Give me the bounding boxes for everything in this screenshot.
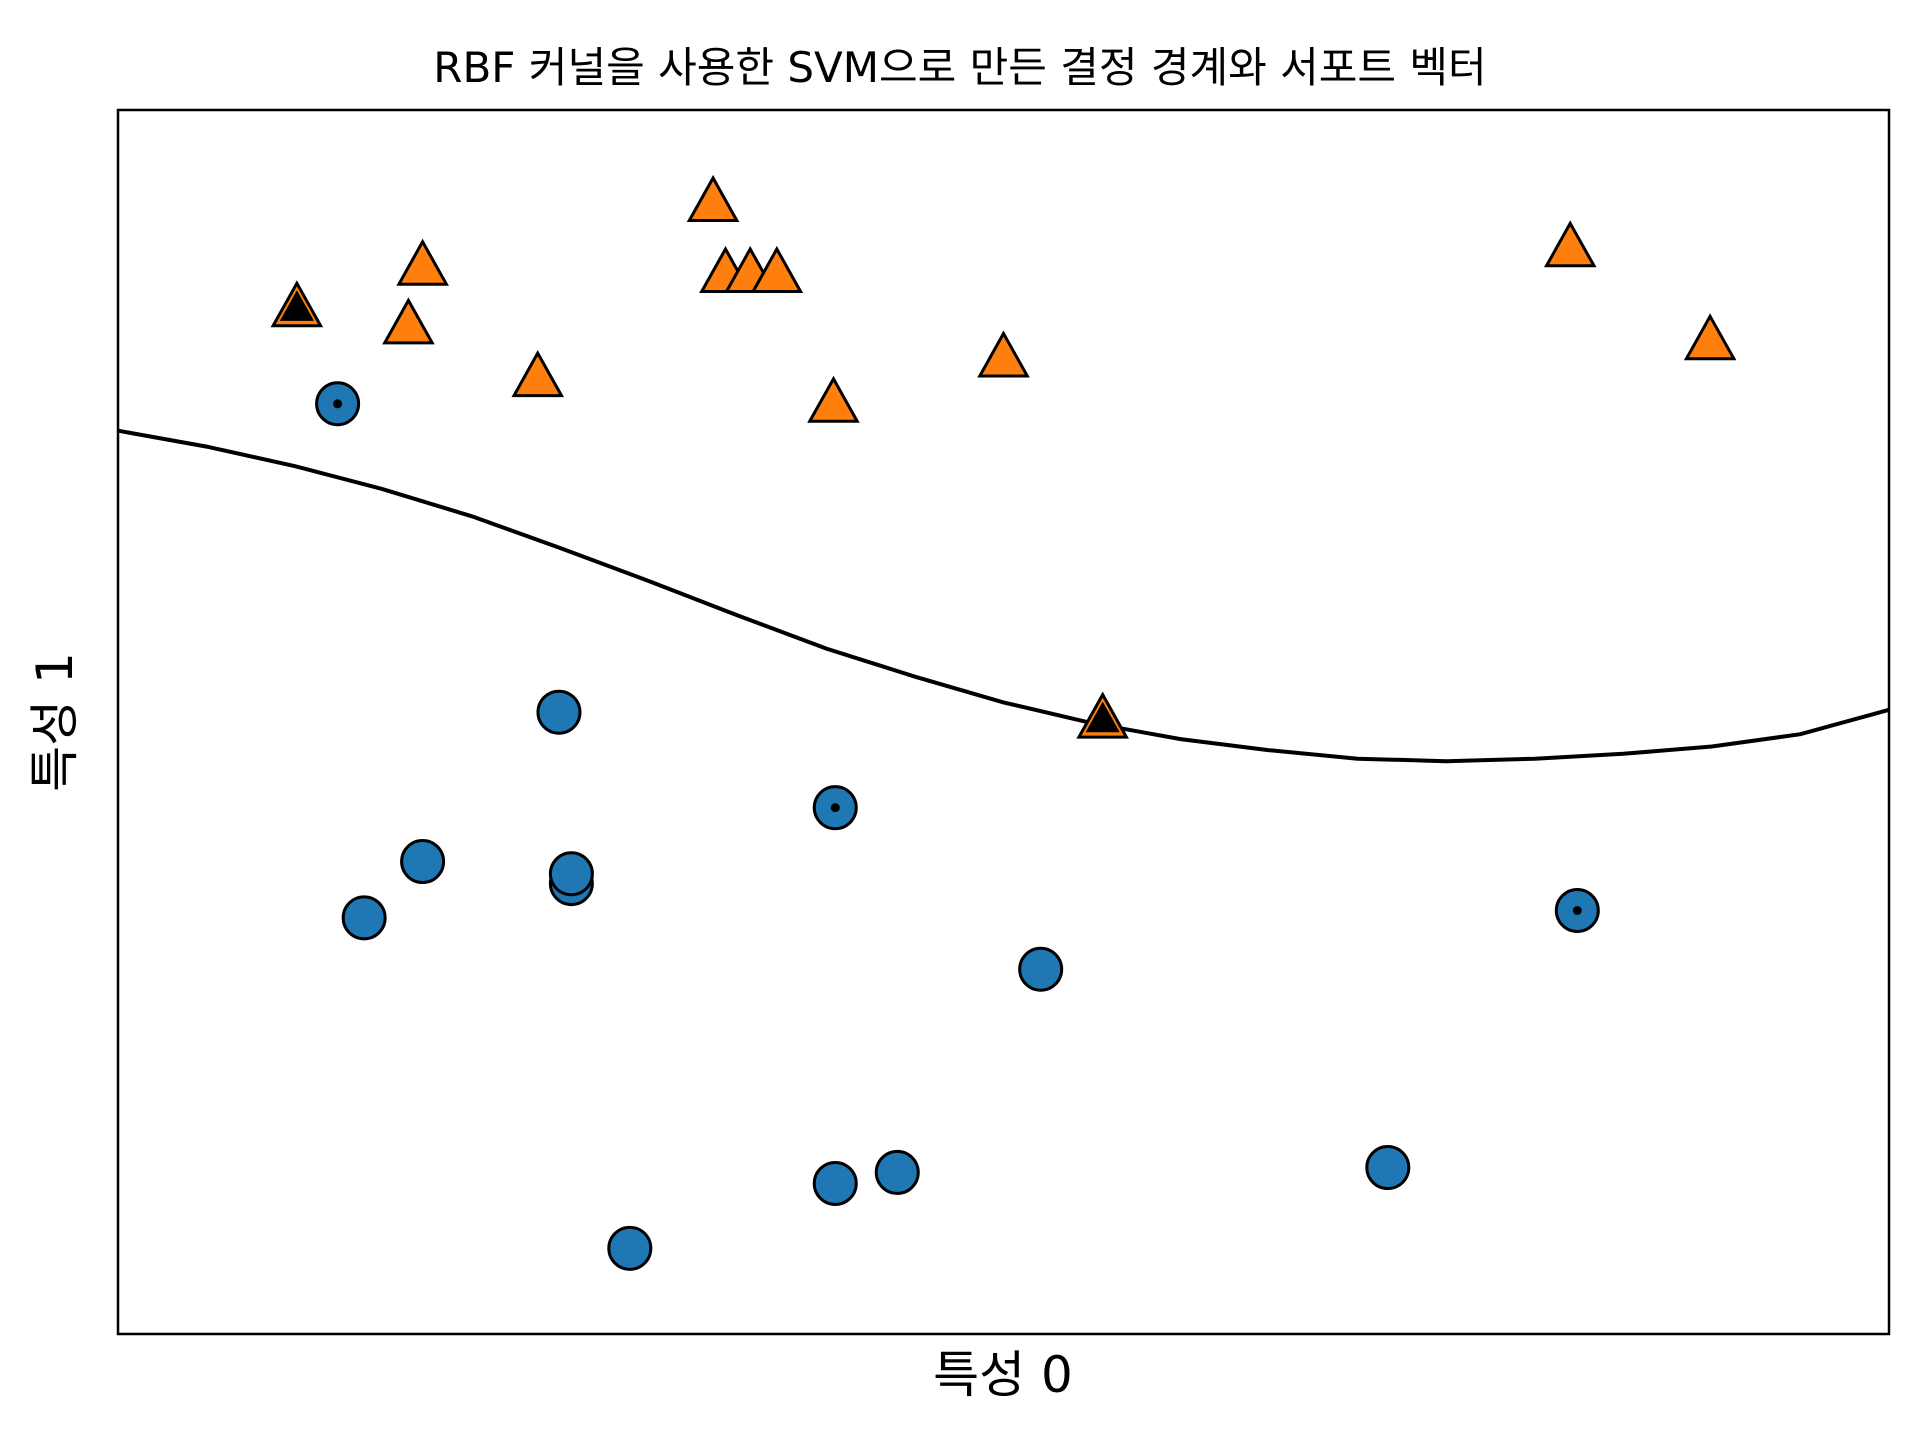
- support-vector-marker: [830, 803, 840, 813]
- class1-triangle-point: [511, 350, 565, 398]
- class0-circle-point: [548, 851, 594, 897]
- chart-title: RBF 커널을 사용한 SVM으로 만든 결정 경계와 서포트 벡터: [433, 43, 1487, 92]
- y-axis-label: 특성 1: [26, 652, 84, 792]
- class1-triangle-point: [396, 238, 449, 286]
- class1-triangle-point: [977, 330, 1030, 378]
- class0-circle-point: [341, 895, 387, 941]
- support-vector-marker: [1572, 905, 1582, 915]
- class1-triangle-point: [750, 245, 804, 293]
- class1-triangle-point: [807, 375, 860, 423]
- class0-circle-point: [812, 1160, 858, 1206]
- class0-circle-point: [1018, 946, 1064, 992]
- plot-frame: [116, 108, 1891, 1336]
- data-points-layer: [270, 174, 1737, 1271]
- class1-triangle-point: [686, 174, 740, 222]
- support-vector-marker: [333, 399, 343, 409]
- class0-circle-point: [607, 1225, 653, 1271]
- decision-boundary-line: [117, 428, 1890, 764]
- class1-triangle-point: [1683, 313, 1737, 361]
- x-axis-label: 특성 0: [933, 1346, 1073, 1404]
- class0-circle-point: [874, 1149, 920, 1195]
- class1-triangle-point: [382, 297, 435, 345]
- decision-boundary-layer: [117, 428, 1890, 764]
- support-vector-marker: [1085, 701, 1120, 733]
- class1-triangle-point: [1543, 220, 1597, 268]
- class0-circle-point: [400, 839, 446, 885]
- support-vector-marker: [279, 290, 314, 321]
- class0-circle-point: [1365, 1145, 1411, 1191]
- class0-circle-point: [536, 689, 582, 735]
- support-vector-layer: [279, 290, 1582, 915]
